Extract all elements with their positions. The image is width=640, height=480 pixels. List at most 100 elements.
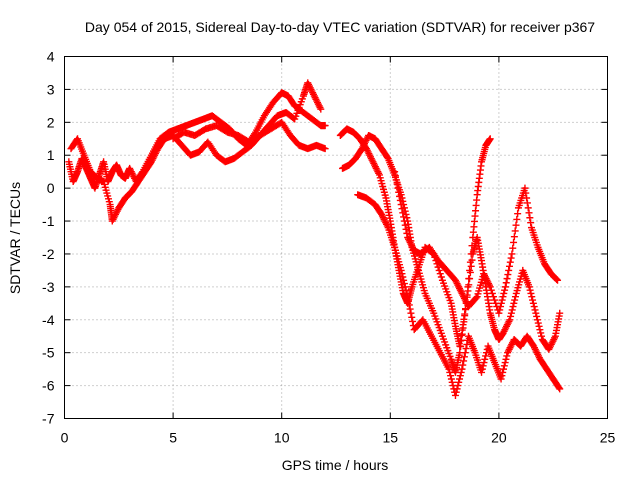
data-point [466, 258, 474, 266]
data-point [456, 375, 464, 383]
plot-frame [64, 56, 608, 419]
data-point [510, 238, 518, 246]
data-point [525, 283, 533, 291]
chart-title: Day 054 of 2015, Sidereal Day-to-day VTE… [85, 19, 595, 35]
data-point [451, 391, 459, 399]
data-point [511, 293, 519, 301]
data-point [526, 286, 534, 294]
data-point [502, 355, 510, 363]
y-tick-label: 1 [47, 147, 55, 163]
data-point [553, 275, 561, 283]
series-markers [354, 191, 564, 399]
data-point [401, 221, 409, 229]
data-point [555, 384, 563, 392]
data-point [401, 283, 409, 291]
data-point [317, 105, 325, 113]
y-tick-label: 0 [47, 180, 55, 196]
data-point [510, 233, 518, 241]
data-point [462, 345, 470, 353]
data-point [460, 353, 468, 361]
data-point [457, 336, 465, 344]
data-point [459, 361, 467, 369]
data-point [465, 275, 473, 283]
data-point [506, 258, 514, 266]
data-point [535, 322, 543, 330]
data-point [499, 368, 507, 376]
data-point [397, 266, 405, 274]
data-point [395, 188, 403, 196]
data-point [447, 375, 455, 383]
data-point [533, 316, 541, 324]
series-markers [169, 118, 329, 153]
data-point [400, 217, 408, 225]
data-point [435, 266, 443, 274]
data-point [531, 306, 539, 314]
data-point [556, 309, 564, 317]
data-point [409, 317, 417, 325]
series-markers [67, 79, 325, 225]
data-point [502, 279, 510, 287]
data-point [496, 306, 504, 314]
data-point [510, 299, 518, 307]
data-point [405, 301, 413, 309]
data-points [65, 79, 564, 399]
data-point [447, 372, 455, 380]
data-point [398, 270, 406, 278]
data-point [498, 296, 506, 304]
data-point [538, 332, 546, 340]
data-point [400, 276, 408, 284]
data-point [321, 145, 329, 153]
data-point [500, 362, 508, 370]
y-tick-label: -5 [42, 345, 55, 361]
data-point [399, 209, 407, 217]
y-tick-label: -7 [42, 411, 55, 427]
x-tick-labels: 0 5 10 15 20 25 [61, 430, 616, 446]
data-point [407, 309, 415, 317]
grid-lines [64, 56, 608, 419]
data-point [495, 309, 503, 317]
data-point [509, 244, 517, 252]
data-point [393, 180, 401, 188]
x-axis-label: GPS time / hours [282, 457, 389, 473]
data-point [529, 299, 537, 307]
data-point [509, 303, 517, 311]
data-point [507, 254, 515, 262]
x-tick-label: 10 [274, 430, 290, 446]
data-point [530, 303, 538, 311]
series-markers [336, 125, 564, 353]
data-point [392, 176, 400, 184]
data-point [455, 378, 463, 386]
data-point [503, 352, 511, 360]
data-point [396, 196, 404, 204]
data-point [481, 355, 489, 363]
data-point [505, 266, 513, 274]
data-point [391, 172, 399, 180]
data-point [454, 382, 462, 390]
data-point [399, 273, 407, 281]
axis-ticks [64, 56, 608, 419]
data-point [529, 296, 537, 304]
data-point [480, 359, 488, 367]
data-point [512, 221, 520, 229]
data-point [526, 214, 534, 222]
data-point [403, 289, 411, 297]
x-tick-label: 5 [169, 430, 177, 446]
data-point [457, 368, 465, 376]
x-tick-label: 25 [600, 430, 616, 446]
data-point [556, 385, 564, 393]
x-tick-label: 15 [383, 430, 399, 446]
data-point [400, 213, 408, 221]
data-point [533, 312, 541, 320]
data-point [472, 294, 480, 302]
y-tick-label: 4 [47, 49, 55, 65]
data-point [507, 309, 515, 317]
data-point [461, 349, 469, 357]
data-point [452, 388, 460, 396]
data-point [402, 225, 410, 233]
y-tick-label: 2 [47, 114, 55, 130]
data-point [527, 219, 535, 227]
data-point [383, 153, 391, 161]
data-point [396, 192, 404, 200]
data-point [400, 280, 408, 288]
data-point [486, 283, 494, 291]
